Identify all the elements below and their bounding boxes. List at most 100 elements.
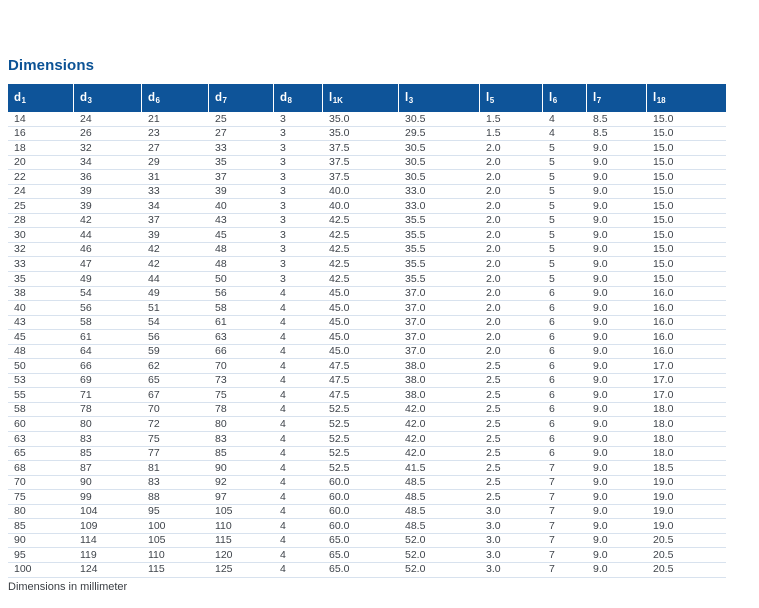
cell: 15.0 (653, 215, 674, 226)
cell: 39 (80, 200, 92, 212)
cell: 115 (148, 564, 165, 575)
cell: 4 (549, 128, 555, 139)
cell: 35 (14, 273, 26, 285)
cell: 77 (148, 448, 160, 459)
cell: 5 (549, 244, 555, 255)
cell: 7 (549, 520, 555, 532)
cell: 37.5 (329, 171, 350, 183)
cell: 18.0 (653, 404, 674, 415)
cell: 47.5 (329, 375, 350, 386)
column-header-l1K: l 1K (323, 84, 399, 112)
cell: 52.0 (405, 549, 426, 561)
cell: 124 (80, 564, 98, 575)
cell: 3.0 (486, 535, 501, 546)
cell: 6 (549, 419, 555, 430)
cell: 2.0 (486, 331, 501, 343)
cell: 4 (280, 520, 286, 532)
cell: 16.0 (653, 317, 674, 328)
cell: 4 (280, 433, 286, 445)
cell: 2.5 (486, 404, 501, 415)
cell: 18 (14, 142, 26, 154)
table-row: 32 46 42 48 3 42.5 35.5 2.0 5 9.0 15.0 (8, 243, 726, 258)
cell: 3 (280, 186, 286, 197)
cell: 37.0 (405, 317, 426, 328)
cell: 40.0 (329, 186, 350, 197)
cell: 46 (80, 244, 92, 255)
table-row: 65 85 77 85 4 52.5 42.0 2.5 6 9.0 18.0 (8, 447, 726, 462)
cell: 6 (549, 389, 555, 401)
cell: 5 (549, 215, 555, 226)
cell: 55 (14, 389, 26, 401)
cell: 42.0 (405, 419, 426, 430)
cell: 35.0 (329, 113, 350, 125)
cell: 2.0 (486, 302, 501, 314)
cell: 88 (148, 491, 160, 503)
cell: 9.0 (593, 404, 608, 415)
cell: 19.0 (653, 477, 674, 488)
cell: 9.0 (593, 258, 608, 270)
cell: 47.5 (329, 360, 350, 372)
cell: 9.0 (593, 229, 608, 241)
table-row: 38 54 49 56 4 45.0 37.0 2.0 6 9.0 16.0 (8, 287, 726, 302)
cell: 48.5 (405, 506, 426, 517)
cell: 38.0 (405, 360, 426, 372)
cell: 9.0 (593, 419, 608, 430)
cell: 45 (215, 229, 227, 241)
cell: 78 (215, 404, 227, 415)
cell: 9.0 (593, 462, 608, 474)
cell: 4 (280, 317, 286, 328)
cell: 45.0 (329, 346, 350, 357)
cell: 4 (280, 549, 286, 561)
table-row: 18 32 27 33 3 37.5 30.5 2.0 5 9.0 15.0 (8, 141, 726, 156)
cell: 56 (215, 288, 227, 299)
cell: 8.5 (593, 113, 608, 125)
cell: 2.0 (486, 171, 501, 183)
cell: 44 (80, 229, 92, 241)
cell: 85 (14, 520, 26, 532)
table-row: 43 58 54 61 4 45.0 37.0 2.0 6 9.0 16.0 (8, 316, 726, 331)
cell: 62 (148, 360, 160, 372)
cell: 6 (549, 331, 555, 343)
cell: 4 (280, 491, 286, 503)
cell: 43 (215, 215, 227, 226)
cell: 42.5 (329, 229, 350, 241)
cell: 59 (148, 346, 160, 357)
cell: 65.0 (329, 535, 350, 546)
cell: 35.5 (405, 258, 426, 270)
cell: 44 (148, 273, 160, 285)
cell: 33 (215, 142, 227, 154)
cell: 120 (215, 549, 233, 561)
table-row: 68 87 81 90 4 52.5 41.5 2.5 7 9.0 18.5 (8, 461, 726, 476)
cell: 9.0 (593, 346, 608, 357)
cell: 3.0 (486, 520, 501, 532)
cell: 7 (549, 535, 555, 546)
cell: 70 (215, 360, 227, 372)
cell: 7 (549, 549, 555, 561)
cell: 17.0 (653, 389, 674, 401)
cell: 25 (215, 113, 227, 125)
cell: 42 (80, 215, 92, 226)
cell: 56 (148, 331, 160, 343)
cell: 3 (280, 258, 286, 270)
cell: 16.0 (653, 331, 674, 343)
cell: 105 (215, 506, 233, 517)
cell: 42.5 (329, 273, 350, 285)
cell: 90 (215, 462, 227, 474)
table-row: 53 69 65 73 4 47.5 38.0 2.5 6 9.0 17.0 (8, 374, 726, 389)
cell: 19.0 (653, 520, 674, 532)
table-row: 55 71 67 75 4 47.5 38.0 2.5 6 9.0 17.0 (8, 388, 726, 403)
cell: 15.0 (653, 258, 674, 270)
cell: 2.0 (486, 346, 501, 357)
cell: 52.0 (405, 535, 426, 546)
cell: 4 (280, 564, 286, 575)
cell: 40 (14, 302, 26, 314)
cell: 2.0 (486, 288, 501, 299)
cell: 3.0 (486, 564, 501, 575)
cell: 15.0 (653, 244, 674, 255)
cell: 9.0 (593, 288, 608, 299)
cell: 5 (549, 142, 555, 154)
cell: 9.0 (593, 506, 608, 517)
